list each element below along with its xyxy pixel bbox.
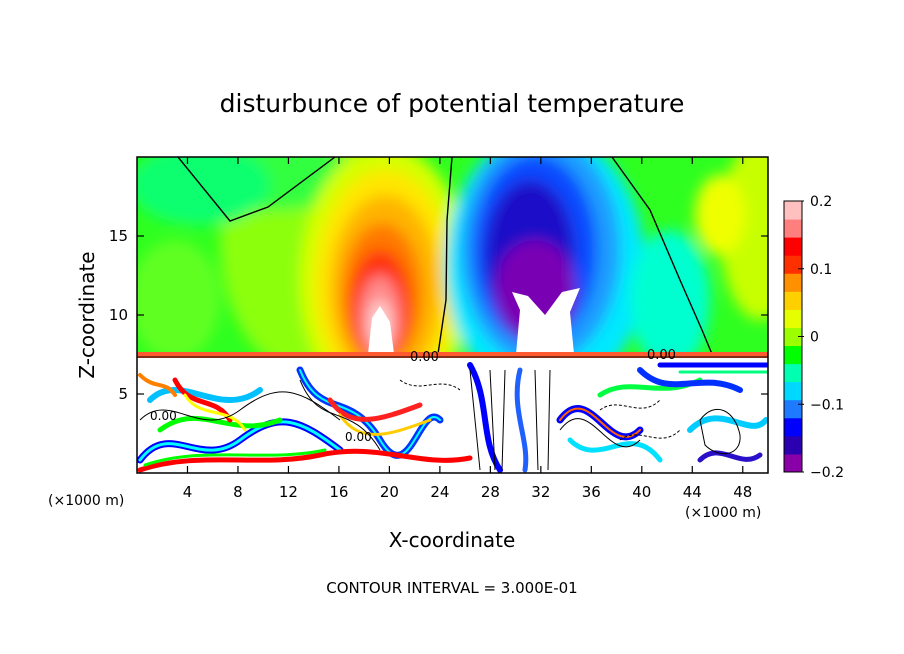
contour-interval-note: CONTOUR INTERVAL = 3.000E-01 — [326, 579, 577, 597]
colorbar-segment — [784, 417, 802, 437]
contour-label: 0.00 — [647, 348, 676, 363]
colorbar-segment — [784, 399, 802, 419]
x-tick-label: 40 — [632, 483, 651, 501]
x-tick-label: 24 — [430, 483, 449, 501]
x-tick-label: 16 — [329, 483, 348, 501]
colorbar-segment — [784, 201, 802, 220]
y-tick-label: 5 — [118, 385, 128, 403]
colorbar-segment — [784, 363, 802, 383]
y-unit-label: (×1000 m) — [48, 493, 124, 509]
colorbar-tick-label: −0.2 — [810, 465, 844, 481]
colorbar-segment — [784, 345, 802, 365]
y-axis-label: Z-coordinate — [75, 251, 99, 378]
svg-text:0.00: 0.00 — [345, 430, 372, 444]
colorbar-segment — [784, 273, 802, 292]
upper-field — [137, 157, 768, 354]
colorbar-segment — [784, 219, 802, 238]
colorbar-tick-label: 0.1 — [810, 262, 832, 278]
plot-area: 0.00 0.00 0.00 0.00 — [137, 157, 768, 473]
colorbar-segment — [784, 237, 802, 256]
contour-label: 0.00 — [150, 409, 177, 423]
contour-label: 0.00 — [410, 350, 439, 365]
x-tick-label: 32 — [531, 483, 550, 501]
y-tick-label: 15 — [109, 227, 128, 245]
y-axis-ticks: 5 10 15 — [109, 227, 768, 403]
colorbar-tick-label: 0.2 — [810, 194, 832, 210]
y-tick-label: 10 — [109, 306, 128, 324]
x-unit-label: (×1000 m) — [685, 505, 761, 521]
x-axis-ticks: 4 8 12 16 20 24 28 32 36 40 44 48 — [183, 157, 752, 501]
x-tick-label: 4 — [183, 483, 193, 501]
colorbar-segment — [784, 453, 802, 473]
colorbar-ticks: 0.2 0.1 0 −0.1 −0.2 — [798, 194, 844, 481]
colorbar-segment — [784, 255, 802, 274]
colorbar-tick-label: 0 — [810, 330, 819, 346]
colorbar-segment — [784, 381, 802, 401]
x-axis-label: X-coordinate — [389, 528, 516, 552]
x-tick-label: 28 — [481, 483, 500, 501]
x-tick-label: 8 — [233, 483, 243, 501]
x-tick-label: 36 — [582, 483, 601, 501]
x-tick-label: 48 — [733, 483, 752, 501]
colorbar-segment — [784, 309, 802, 328]
x-tick-label: 12 — [279, 483, 298, 501]
lower-field: 0.00 — [137, 358, 768, 473]
x-tick-label: 20 — [380, 483, 399, 501]
colorbar — [784, 201, 802, 473]
colorbar-segment — [784, 435, 802, 455]
colorbar-segment — [784, 291, 802, 310]
colorbar-segment — [784, 327, 802, 347]
colorbar-tick-label: −0.1 — [810, 397, 844, 413]
chart-title: disturbunce of potential temperature — [220, 89, 685, 118]
x-tick-label: 44 — [683, 483, 702, 501]
